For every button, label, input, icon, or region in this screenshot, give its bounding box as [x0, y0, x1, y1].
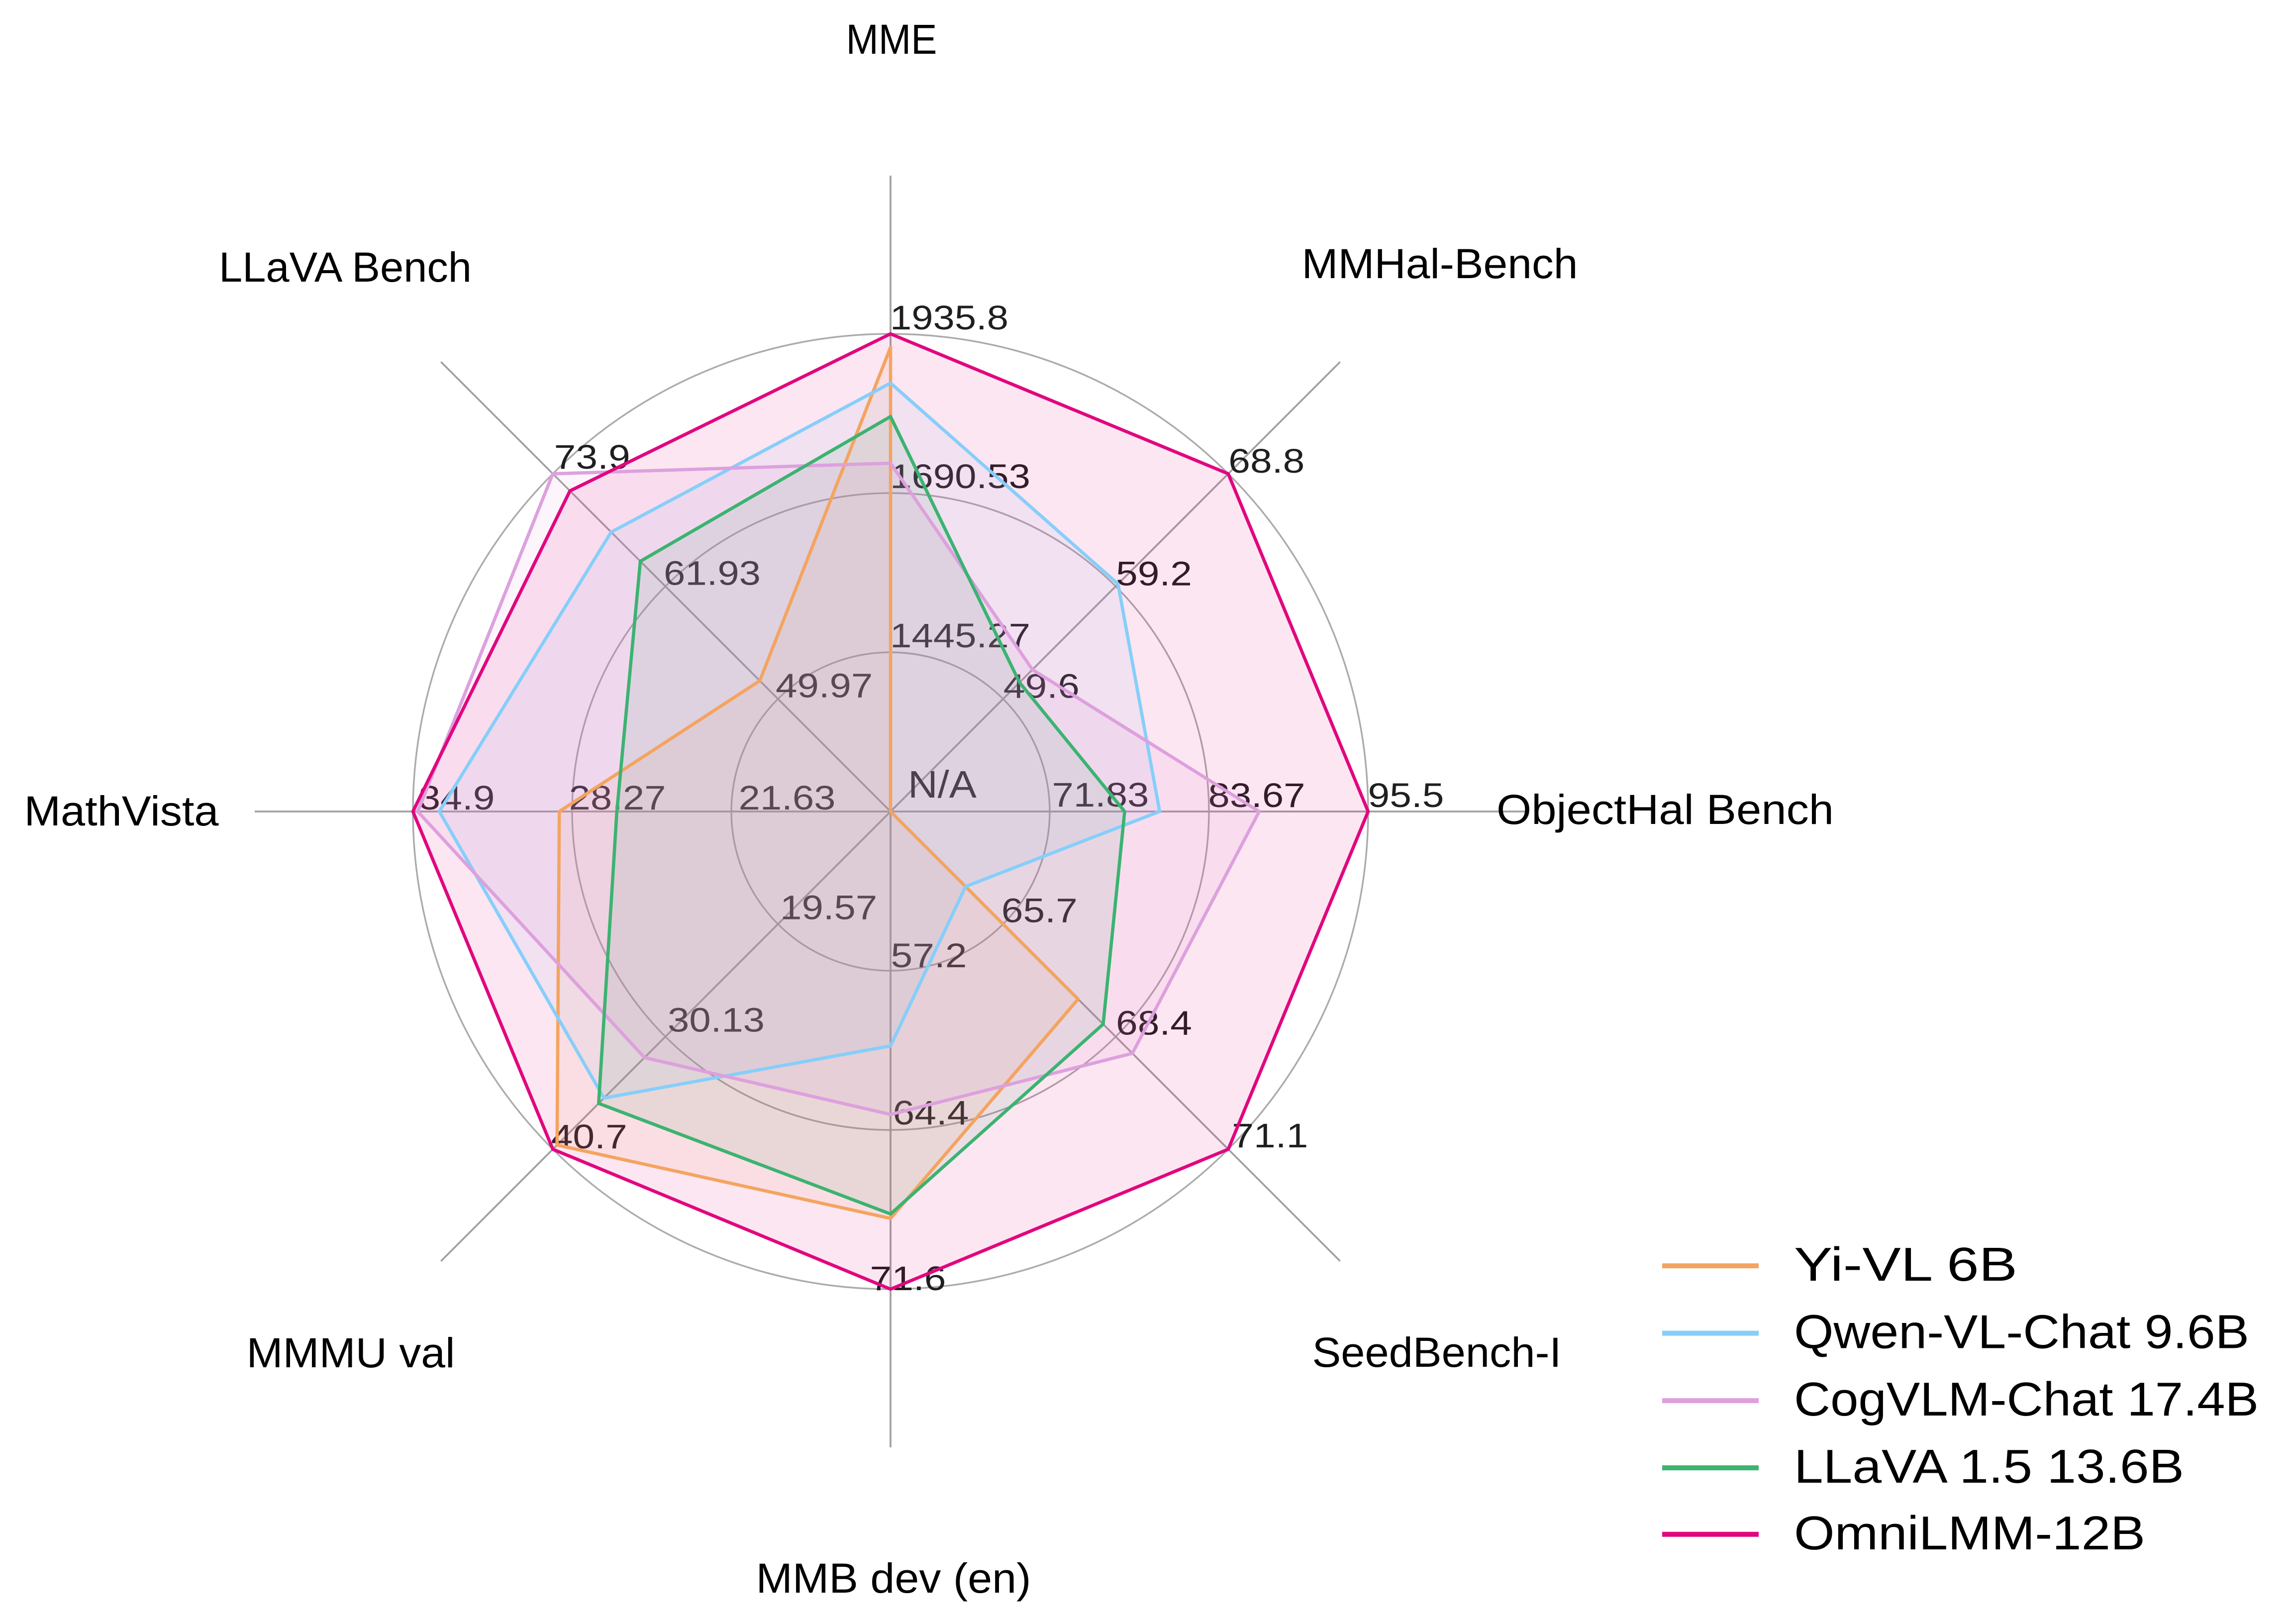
svg-text:61.93: 61.93	[664, 554, 761, 593]
svg-text:1935.8: 1935.8	[890, 299, 1008, 337]
svg-text:64.4: 64.4	[893, 1094, 969, 1132]
svg-text:59.2: 59.2	[1116, 555, 1192, 593]
svg-text:49.97: 49.97	[776, 667, 873, 705]
svg-text:30.13: 30.13	[668, 1001, 765, 1039]
svg-text:73.9: 73.9	[554, 438, 630, 476]
svg-text:LLaVA 1.5 13.6B: LLaVA 1.5 13.6B	[1794, 1440, 2184, 1493]
svg-text:MMB dev (en): MMB dev (en)	[756, 1555, 1031, 1602]
svg-text:71.1: 71.1	[1232, 1116, 1308, 1155]
svg-text:71.6: 71.6	[870, 1259, 946, 1298]
svg-text:OmniLMM-12B: OmniLMM-12B	[1794, 1507, 2145, 1560]
svg-text:68.8: 68.8	[1228, 442, 1304, 480]
svg-text:CogVLM-Chat 17.4B: CogVLM-Chat 17.4B	[1794, 1373, 2259, 1426]
svg-text:MMHal-Bench: MMHal-Bench	[1302, 240, 1578, 287]
svg-text:MMMU val: MMMU val	[247, 1329, 455, 1376]
svg-text:21.63: 21.63	[739, 779, 836, 817]
svg-text:N/A: N/A	[908, 763, 977, 806]
svg-text:40.7: 40.7	[551, 1117, 627, 1156]
svg-text:MathVista: MathVista	[24, 788, 219, 834]
svg-text:95.5: 95.5	[1368, 776, 1444, 814]
svg-text:65.7: 65.7	[1001, 891, 1078, 929]
svg-text:LLaVA Bench: LLaVA Bench	[219, 244, 472, 291]
svg-text:SeedBench-I: SeedBench-I	[1312, 1329, 1562, 1376]
svg-text:ObjectHal Bench: ObjectHal Bench	[1496, 786, 1834, 833]
svg-text:Yi-VL 6B: Yi-VL 6B	[1794, 1238, 2017, 1291]
svg-text:MME: MME	[846, 16, 937, 63]
svg-text:1445.27: 1445.27	[890, 616, 1030, 655]
svg-text:Qwen-VL-Chat 9.6B: Qwen-VL-Chat 9.6B	[1794, 1306, 2249, 1359]
svg-text:19.57: 19.57	[780, 888, 877, 926]
